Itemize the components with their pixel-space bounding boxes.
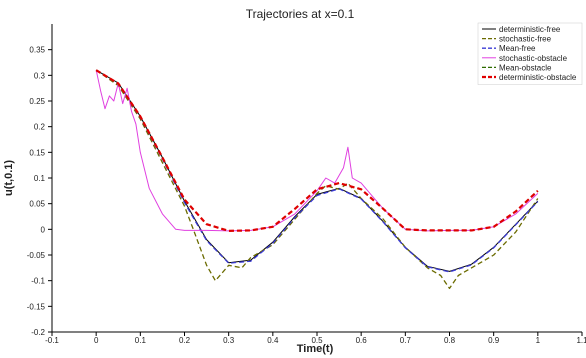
- legend-label: deterministic-free: [499, 25, 561, 34]
- x-tick-label: 0.7: [400, 336, 412, 345]
- legend-label: Mean-free: [499, 44, 536, 53]
- x-tick-label: 0.8: [444, 336, 456, 345]
- y-tick-label: -0.15: [27, 302, 46, 311]
- x-axis-label: Time(t): [297, 343, 334, 355]
- x-tick-label: -0.1: [45, 336, 59, 345]
- series-deterministic-obstacle: [95, 69, 539, 232]
- legend-box: [477, 22, 583, 85]
- legend-label: stochastic-free: [499, 35, 552, 44]
- y-tick-label: 0.1: [34, 174, 46, 183]
- y-tick-label: 0.2: [34, 123, 46, 132]
- y-tick-label: 0.3: [34, 71, 46, 80]
- x-tick-label: 0.2: [179, 336, 191, 345]
- series-layer: [95, 69, 539, 290]
- x-tick-label: 0.1: [135, 336, 147, 345]
- x-tick-label: 0.4: [267, 336, 279, 345]
- y-tick-label: -0.2: [31, 328, 45, 337]
- x-axis-ticks: -0.1 0 0.1 0.2 0.3 0.4 0.5 0.6 0.7 0.8 0.9 1 1.1: [45, 332, 586, 345]
- x-tick-label: 1.1: [576, 336, 586, 345]
- legend-label: deterministic-obstacle: [499, 73, 577, 82]
- y-tick-label: 0.05: [29, 200, 45, 209]
- legend-label: stochastic-obstacle: [499, 54, 568, 63]
- x-tick-label: 0.6: [356, 336, 368, 345]
- y-axis-ticks: -0.2 -0.15 -0.1 -0.05 0 0.05 0.1 0.15 0.2 0.25 0.3…: [27, 46, 52, 337]
- x-tick-label: 0.5: [311, 336, 323, 345]
- legend: deterministic-freestochastic-freeMean-fr…: [477, 22, 583, 85]
- y-tick-label: -0.05: [27, 251, 46, 260]
- x-tick-label: 0.9: [488, 336, 500, 345]
- x-tick-label: 1: [536, 336, 541, 345]
- y-tick-label: 0.15: [29, 148, 45, 157]
- y-tick-label: -0.1: [31, 277, 45, 286]
- legend-label: Mean-obstacle: [499, 63, 552, 72]
- y-tick-label: 0: [41, 225, 46, 234]
- y-tick-label: 0.35: [29, 46, 45, 55]
- x-tick-label: 0: [94, 336, 99, 345]
- x-tick-label: 0.3: [223, 336, 235, 345]
- y-axis-label: u(t,0.1): [3, 160, 15, 196]
- y-tick-label: 0.25: [29, 97, 45, 106]
- chart-title: Trajectories at x=0.1: [246, 7, 355, 21]
- series-stochastic-free: [95, 69, 539, 290]
